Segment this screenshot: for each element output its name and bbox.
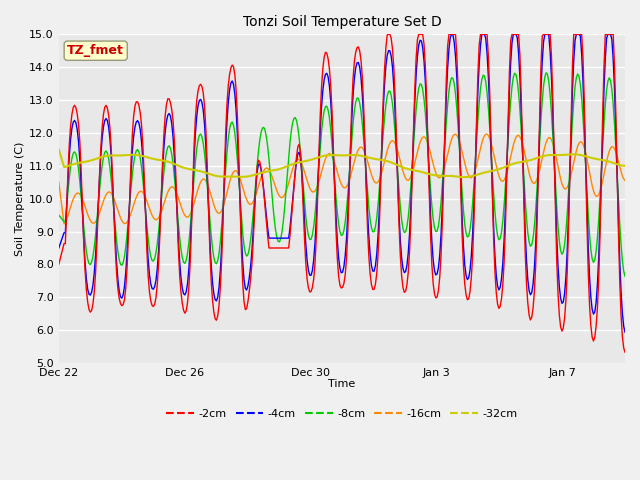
Y-axis label: Soil Temperature (C): Soil Temperature (C) <box>15 142 25 256</box>
X-axis label: Time: Time <box>328 379 355 389</box>
Legend: -2cm, -4cm, -8cm, -16cm, -32cm: -2cm, -4cm, -8cm, -16cm, -32cm <box>162 404 522 423</box>
Title: Tonzi Soil Temperature Set D: Tonzi Soil Temperature Set D <box>243 15 441 29</box>
Text: TZ_fmet: TZ_fmet <box>67 44 124 57</box>
